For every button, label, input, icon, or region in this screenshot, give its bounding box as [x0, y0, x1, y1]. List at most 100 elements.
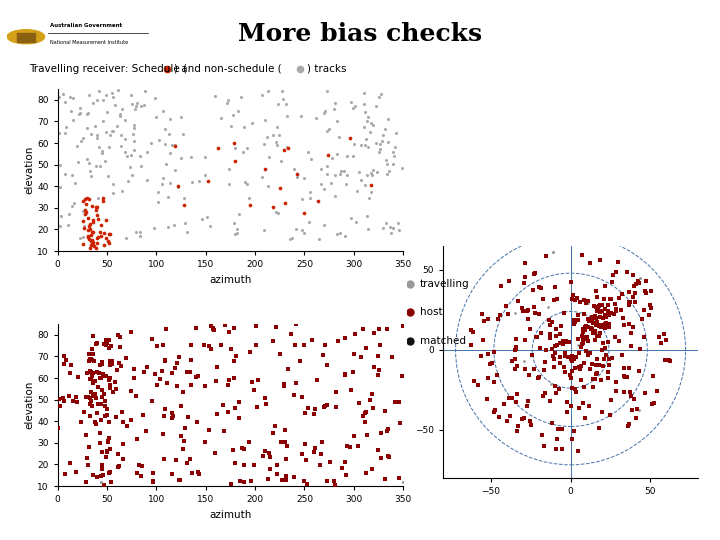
Point — [104, 361, 116, 369]
Point — [595, 407, 607, 416]
Point — [114, 333, 125, 341]
Point — [373, 371, 384, 380]
Point — [78, 240, 89, 248]
Point — [329, 99, 341, 108]
Point — [579, 383, 590, 391]
Point — [225, 345, 237, 354]
Point — [78, 206, 89, 215]
Point — [326, 153, 338, 162]
Point — [602, 373, 613, 382]
Point — [594, 329, 606, 338]
Point — [397, 372, 408, 380]
Point — [384, 166, 395, 175]
Point — [519, 365, 531, 374]
Point — [585, 317, 597, 326]
Point — [104, 434, 115, 442]
Point — [599, 324, 611, 333]
Point — [89, 417, 101, 426]
Point — [158, 429, 169, 438]
Point — [129, 121, 140, 130]
Point — [550, 325, 562, 333]
Point — [333, 133, 345, 141]
Point — [330, 481, 341, 490]
Point — [580, 322, 591, 330]
Point — [658, 329, 670, 338]
Point — [580, 323, 591, 332]
Point — [608, 271, 619, 280]
Point — [96, 149, 108, 158]
Point — [352, 441, 364, 450]
Point — [160, 140, 171, 149]
Point — [340, 232, 351, 241]
Point — [374, 341, 386, 349]
Point — [555, 321, 567, 330]
Point — [130, 227, 142, 236]
Point — [559, 338, 571, 347]
Point — [125, 415, 137, 424]
Point — [549, 382, 561, 390]
Text: National Measurement Institute: National Measurement Institute — [50, 39, 129, 45]
Point — [644, 301, 656, 310]
Point — [135, 471, 147, 480]
Point — [183, 413, 194, 421]
Point — [493, 413, 505, 421]
Point — [107, 126, 119, 135]
Point — [536, 284, 547, 292]
Point — [570, 388, 582, 396]
Point — [279, 426, 291, 434]
Point — [121, 422, 132, 430]
Point — [116, 141, 127, 150]
Point — [596, 300, 608, 309]
Point — [81, 369, 93, 378]
Point — [105, 342, 117, 350]
Point — [290, 320, 302, 329]
Point — [67, 116, 78, 124]
Point — [181, 458, 193, 467]
Point — [186, 341, 197, 349]
Point — [588, 329, 599, 338]
Point — [109, 100, 120, 109]
Point — [570, 295, 581, 304]
Point — [150, 369, 161, 378]
Point — [259, 165, 271, 173]
Point — [271, 140, 282, 149]
Point — [66, 361, 77, 370]
Point — [510, 398, 521, 407]
Point — [125, 151, 137, 160]
Point — [511, 389, 523, 398]
Point — [115, 361, 127, 370]
Point — [566, 384, 577, 393]
Point — [628, 281, 639, 290]
Point — [126, 171, 138, 179]
Point — [198, 341, 210, 350]
Point — [271, 461, 283, 469]
Point — [159, 405, 171, 414]
Point — [394, 418, 405, 427]
Point — [96, 386, 108, 394]
Point — [139, 87, 150, 96]
Point — [558, 363, 570, 372]
Point — [361, 117, 373, 125]
Point — [101, 91, 112, 99]
Point — [162, 378, 174, 387]
Point — [264, 465, 276, 474]
Point — [540, 252, 552, 260]
Point — [225, 122, 237, 131]
Point — [544, 334, 556, 342]
Point — [534, 344, 546, 353]
Point — [544, 321, 556, 329]
Point — [591, 318, 603, 327]
Point — [606, 294, 617, 303]
Point — [128, 137, 140, 146]
Point — [90, 202, 102, 211]
Point — [318, 185, 330, 193]
Point — [184, 368, 196, 376]
Point — [566, 352, 577, 361]
Point — [546, 345, 557, 354]
Point — [121, 152, 132, 161]
Point — [321, 161, 333, 170]
Point — [57, 394, 68, 403]
Point — [84, 400, 96, 408]
Point — [644, 310, 655, 319]
Point — [526, 350, 537, 359]
